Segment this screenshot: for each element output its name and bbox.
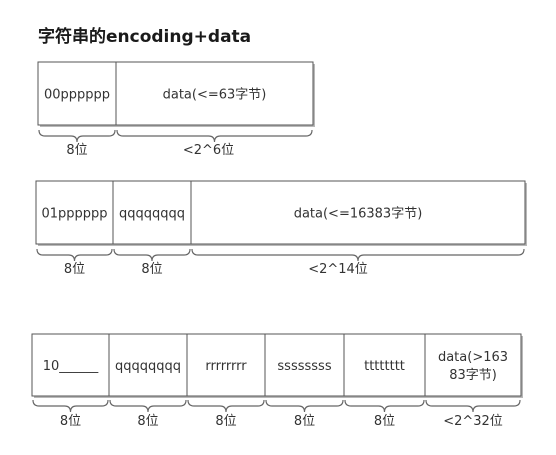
- segment-label: 10______: [43, 359, 99, 374]
- field-segment: qqqqqqqq 8位: [108, 333, 188, 429]
- bit-width-label: <2^14位: [308, 262, 368, 277]
- field-segment: ssssssss 8位: [264, 333, 345, 429]
- width-brace: [187, 399, 265, 413]
- segment-box: [31, 333, 110, 397]
- field-segment: rrrrrrrr 8位: [186, 333, 266, 429]
- segment-label: qqqqqqqq: [119, 207, 185, 222]
- segment-label: data(>163: [438, 350, 508, 365]
- row-shadow: [38, 183, 527, 246]
- bit-width-label: 8位: [374, 414, 395, 429]
- segment-label: tttttttt: [364, 359, 405, 374]
- diagram-title: 字符串的encoding+data: [38, 27, 252, 47]
- segment-label: rrrrrrrr: [205, 359, 247, 374]
- width-brace: [38, 129, 116, 143]
- bit-width-label: 8位: [141, 262, 162, 277]
- field-segment: 10______ 8位: [31, 333, 110, 429]
- segment-label: 00pppppp: [44, 88, 110, 103]
- width-brace: [32, 399, 109, 413]
- width-brace: [36, 248, 113, 262]
- segment-label: data(<=16383字节): [294, 207, 423, 222]
- field-segment: data(<=16383字节) <2^14位: [190, 180, 526, 277]
- width-brace: [191, 248, 525, 262]
- encoding-row-3: 10______ 8位 qqqqqqqq 8位 rrrrrrrr 8位 ssssssss 8位…: [31, 333, 523, 429]
- bit-width-label: 8位: [294, 414, 315, 429]
- segment-label: ssssssss: [277, 359, 331, 374]
- bit-width-label: <2^6位: [183, 143, 234, 158]
- width-brace: [113, 248, 191, 262]
- field-segment: 00pppppp 8位: [37, 61, 117, 158]
- bit-width-label: 8位: [66, 143, 87, 158]
- row-shadow: [40, 64, 315, 127]
- segment-box: [115, 61, 314, 126]
- segment-label: 83字节): [449, 368, 497, 383]
- width-brace: [116, 129, 313, 143]
- encoding-row-1: 00pppppp 8位 data(<=63字节) <2^6位: [37, 61, 315, 158]
- field-segment: qqqqqqqq 8位: [112, 180, 192, 277]
- encoding-row-2: 01pppppp 8位 qqqqqqqq 8位 data(<=16383字节) <2^14…: [35, 180, 527, 277]
- segment-box: [190, 180, 526, 245]
- segment-box: [264, 333, 345, 397]
- bit-width-label: 8位: [215, 414, 236, 429]
- bit-width-label: 8位: [137, 414, 158, 429]
- width-brace: [265, 399, 344, 413]
- segment-label: data(<=63字节): [163, 88, 267, 103]
- width-brace: [109, 399, 187, 413]
- field-segment: tttttttt 8位: [343, 333, 426, 429]
- segment-box: [343, 333, 426, 397]
- segment-box: [424, 333, 522, 397]
- segment-label: 01pppppp: [41, 207, 107, 222]
- segment-box: [108, 333, 188, 397]
- field-segment: data(<=63字节) <2^6位: [115, 61, 314, 158]
- segment-box: [37, 61, 117, 126]
- field-segment: data(>163 83字节) <2^32位: [424, 333, 522, 429]
- bit-width-label: <2^32位: [443, 414, 503, 429]
- rows-layer: 00pppppp8位data(<=63字节)<2^6位01pppppp8位qqq…: [31, 61, 527, 429]
- field-segment: 01pppppp 8位: [35, 180, 114, 277]
- segment-label: qqqqqqqq: [115, 359, 181, 374]
- width-brace: [425, 399, 521, 413]
- segment-box: [186, 333, 266, 397]
- bit-width-label: 8位: [64, 262, 85, 277]
- segment-box: [35, 180, 114, 245]
- width-brace: [344, 399, 425, 413]
- bit-width-label: 8位: [60, 414, 81, 429]
- row-shadow: [34, 336, 523, 398]
